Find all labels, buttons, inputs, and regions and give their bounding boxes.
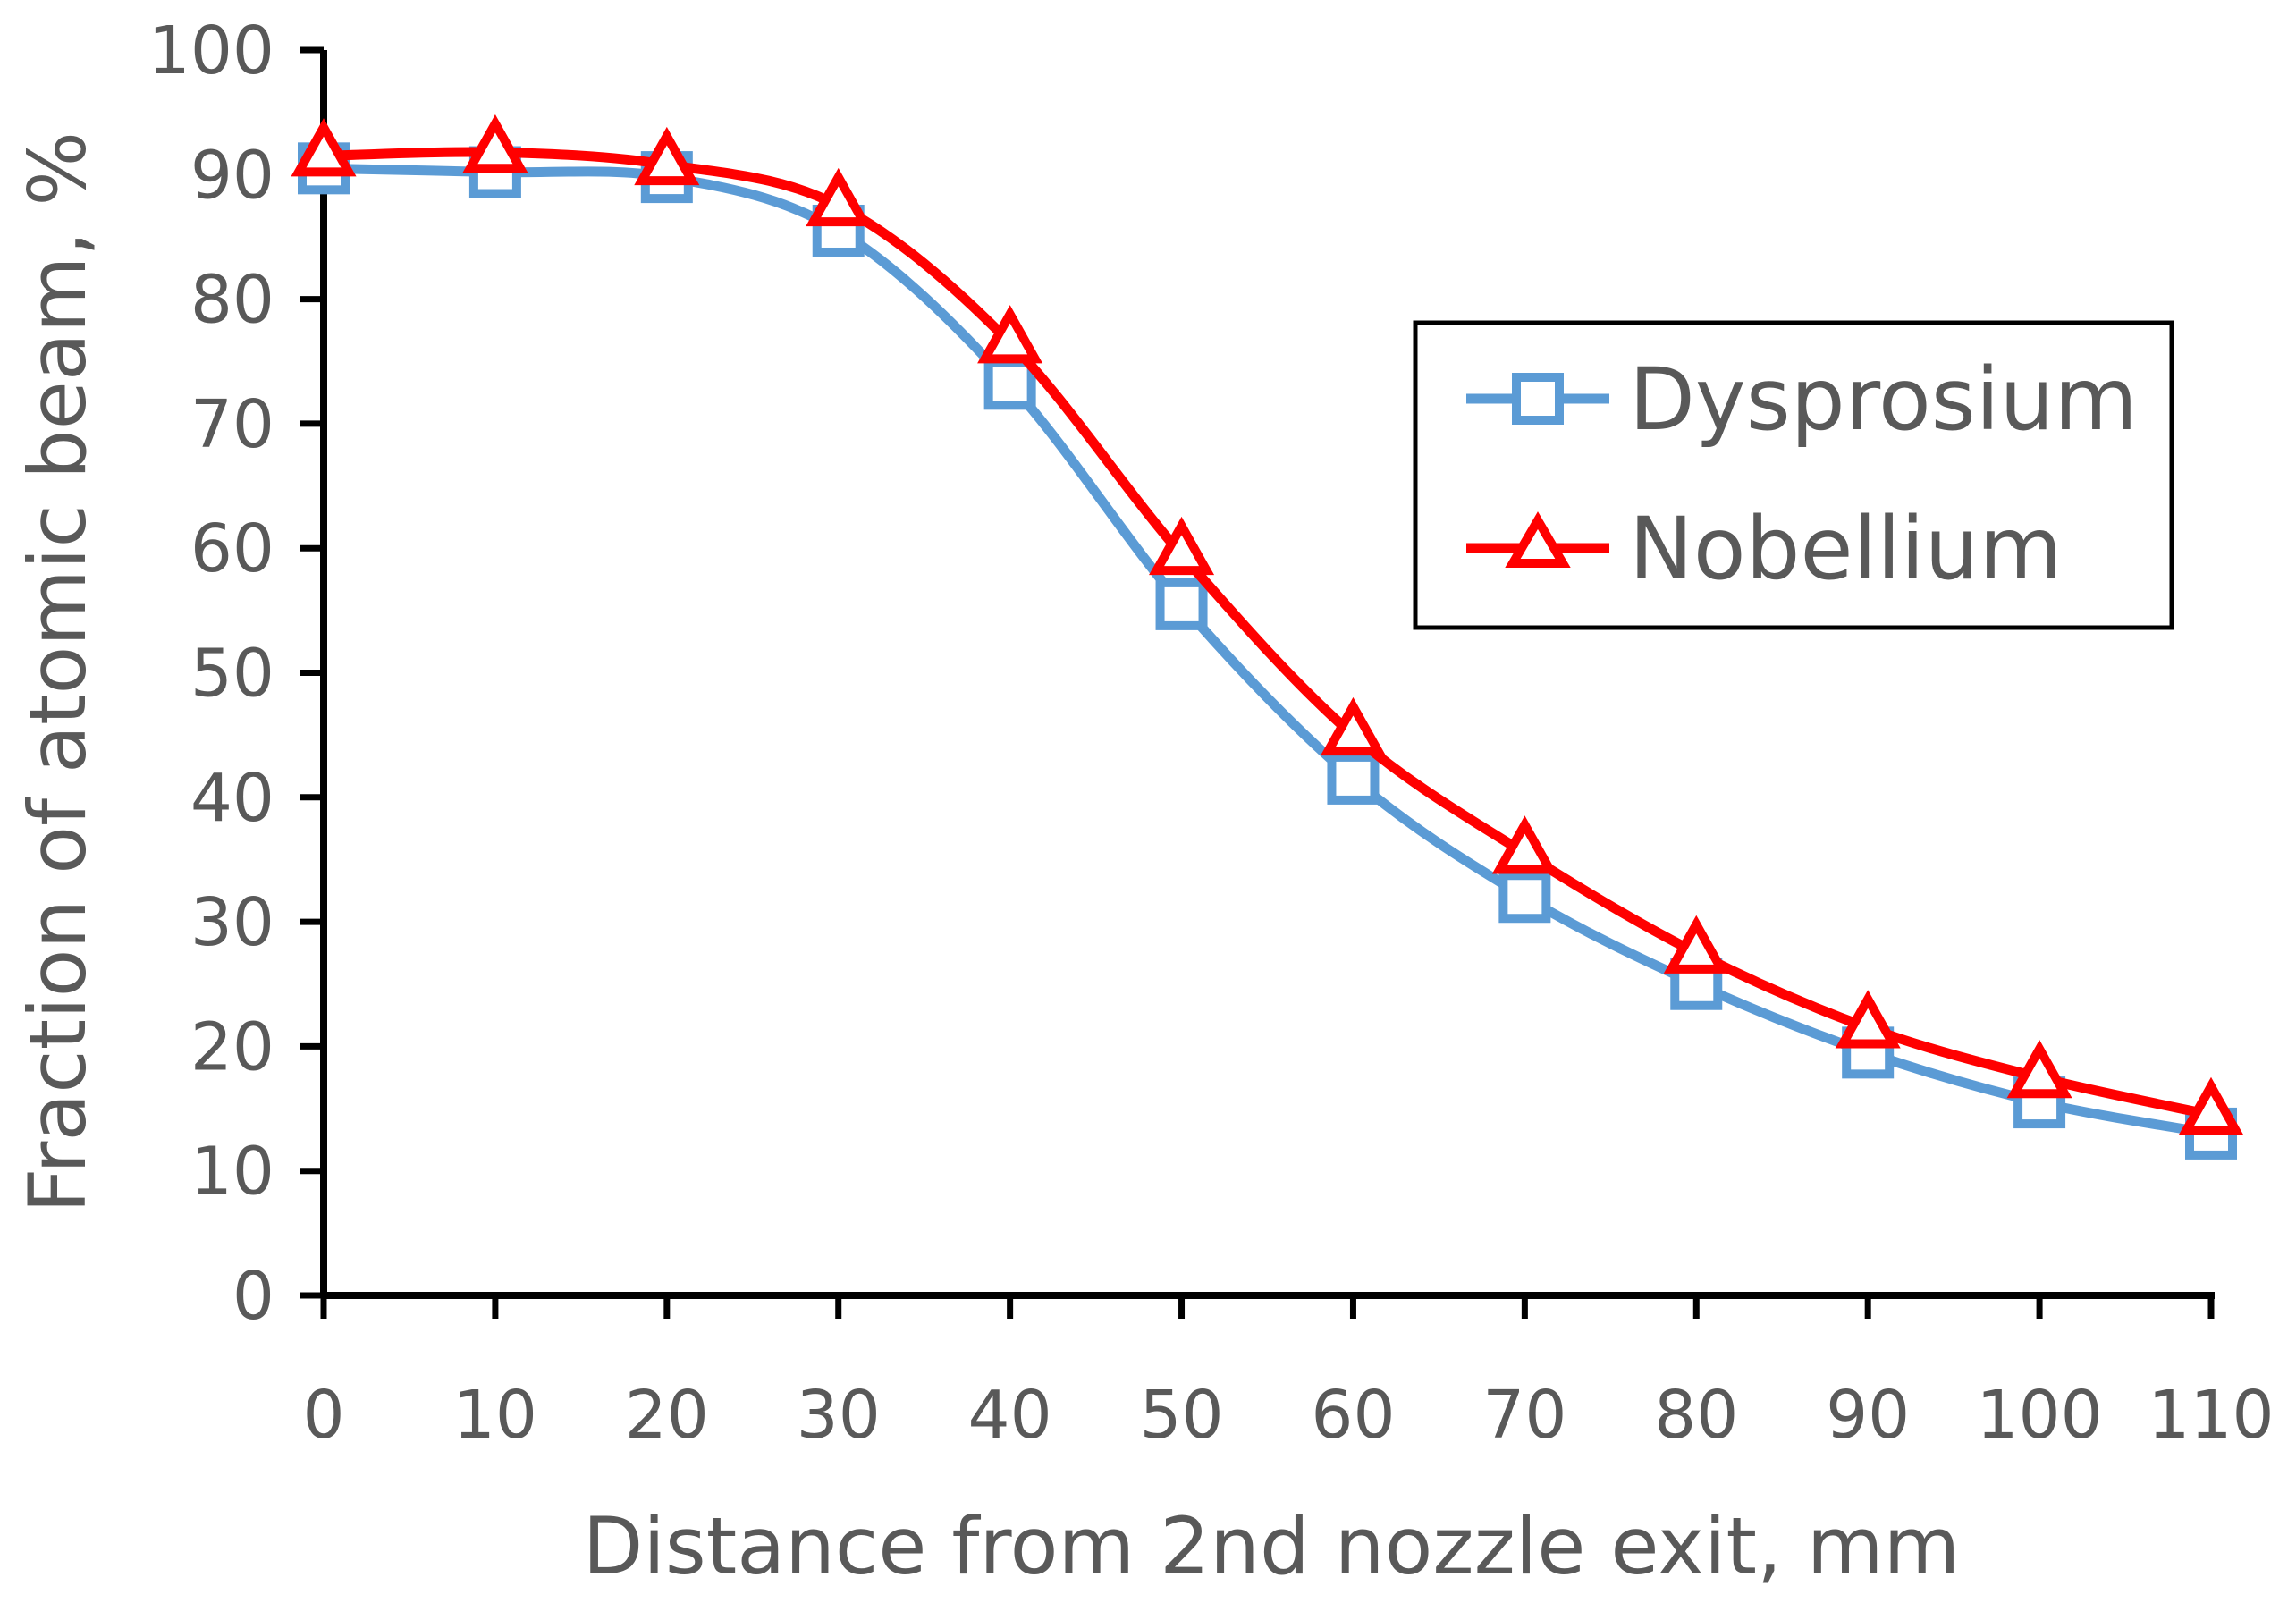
y-tick-label: 10 bbox=[190, 1134, 274, 1211]
x-tick-label: 70 bbox=[1482, 1377, 1566, 1454]
data-point-nobellium bbox=[462, 114, 528, 173]
x-tick-label: 60 bbox=[1311, 1377, 1395, 1454]
data-point-nobellium bbox=[1320, 696, 1386, 756]
y-tick-label: 20 bbox=[190, 1008, 274, 1085]
x-tick-label: 10 bbox=[453, 1377, 537, 1454]
x-tick-label: 30 bbox=[797, 1377, 881, 1454]
legend: Dysprosium Nobellium bbox=[1413, 320, 2174, 630]
data-point-nobellium bbox=[977, 305, 1043, 364]
y-tick-label: 70 bbox=[190, 386, 274, 463]
legend-marker-dysprosium bbox=[1512, 373, 1564, 425]
axes bbox=[320, 50, 2215, 1299]
legend-label-nobellium: Nobellium bbox=[1629, 499, 2063, 599]
data-point-dysprosium bbox=[1498, 871, 1551, 924]
data-point-nobellium bbox=[806, 167, 872, 227]
x-tick-label: 110 bbox=[2148, 1377, 2274, 1454]
data-point-dysprosium bbox=[1327, 752, 1380, 805]
x-tick-label: 40 bbox=[968, 1377, 1052, 1454]
y-tick-label: 50 bbox=[190, 636, 274, 713]
y-tick-label: 100 bbox=[148, 13, 274, 89]
data-point-dysprosium bbox=[983, 358, 1036, 410]
data-point-nobellium bbox=[1149, 516, 1215, 576]
series-layer bbox=[291, 114, 2244, 1160]
x-tick-label: 20 bbox=[625, 1377, 709, 1454]
data-point-nobellium bbox=[2178, 1076, 2244, 1136]
series-nobellium bbox=[291, 114, 2244, 1136]
y-tick-label: 40 bbox=[190, 760, 274, 837]
y-tick-label: 0 bbox=[232, 1258, 274, 1335]
x-tick-label: 80 bbox=[1654, 1377, 1738, 1454]
series-line-nobellium bbox=[323, 147, 2213, 1120]
y-tick-label: 60 bbox=[190, 510, 274, 587]
data-point-nobellium bbox=[2006, 1039, 2072, 1099]
data-point-dysprosium bbox=[1155, 578, 1208, 630]
x-tick-label: 0 bbox=[302, 1377, 344, 1454]
legend-marker-nobellium bbox=[1505, 511, 1571, 568]
x-tick-label: 50 bbox=[1139, 1377, 1223, 1454]
y-tick-label: 80 bbox=[190, 262, 274, 339]
data-point-nobellium bbox=[1491, 815, 1557, 874]
y-tick-label: 30 bbox=[190, 884, 274, 961]
y-axis-title: Fraction of atomic beam, % bbox=[12, 131, 104, 1213]
x-axis-title: Distance from 2nd nozzle exit, mm bbox=[583, 1500, 1961, 1592]
data-point-nobellium bbox=[1835, 990, 1901, 1049]
data-point-nobellium bbox=[1663, 915, 1729, 974]
x-tick-label: 100 bbox=[1976, 1377, 2102, 1454]
y-axis-ticks: 0 10 20 30 40 50 60 70 80 90 100 bbox=[148, 13, 324, 1335]
y-tick-label: 90 bbox=[190, 137, 274, 214]
x-tick-label: 90 bbox=[1826, 1377, 1910, 1454]
x-axis-ticks: 0 10 20 30 40 50 60 70 80 90 100 110 bbox=[302, 1295, 2275, 1454]
data-point-nobellium bbox=[634, 126, 700, 186]
data-point-nobellium bbox=[291, 118, 357, 177]
legend-label-dysprosium: Dysprosium bbox=[1629, 350, 2138, 450]
